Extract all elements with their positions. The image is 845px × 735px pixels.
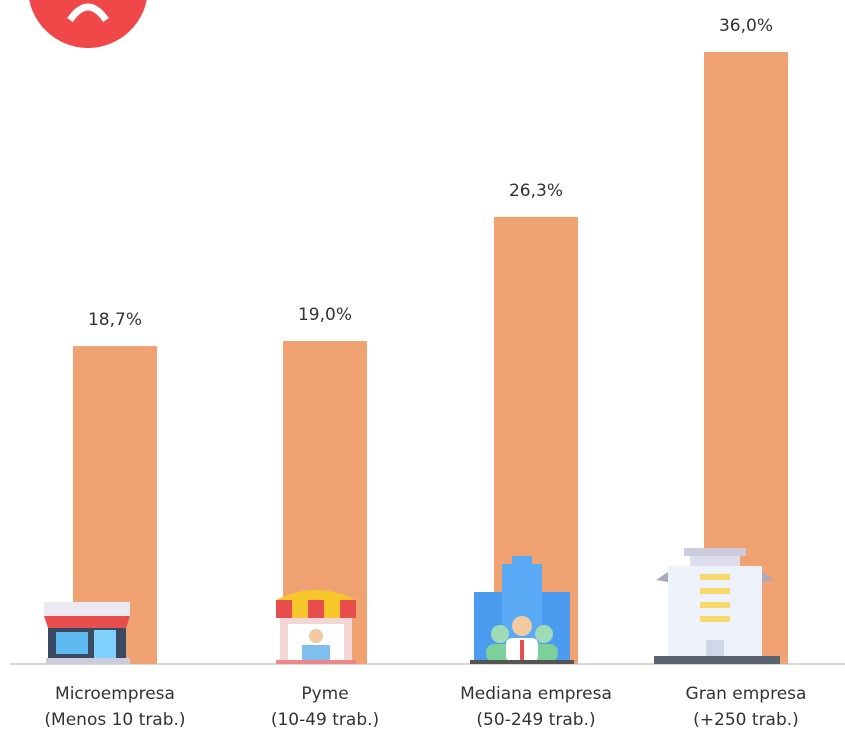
value-label: 18,7% (88, 310, 142, 330)
icon-pyme (276, 590, 356, 664)
logo (29, 0, 147, 48)
x-tick-label: (50-249 trab.) (476, 710, 595, 730)
value-label: 19,0% (298, 305, 352, 325)
x-tick-label: Microempresa (55, 684, 175, 704)
x-tick-label: (10-49 trab.) (271, 710, 379, 730)
icon-gran (654, 548, 780, 664)
icon-shop (44, 602, 130, 664)
x-tick-label: (+250 trab.) (693, 710, 799, 730)
x-tick-label: (Menos 10 trab.) (44, 710, 185, 730)
x-tick-label: Pyme (301, 684, 348, 704)
icon-mediana (470, 556, 574, 664)
value-label: 26,3% (509, 181, 563, 201)
icons (44, 548, 780, 664)
x-tick-label: Gran empresa (686, 684, 807, 704)
value-label: 36,0% (719, 16, 773, 36)
x-tick-label: Mediana empresa (460, 684, 612, 704)
